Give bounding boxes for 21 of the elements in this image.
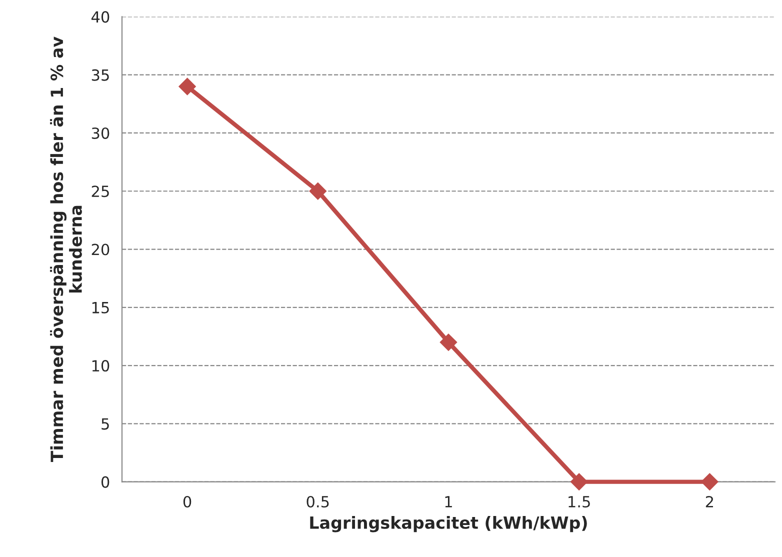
y-tick-label: 40 [91,11,110,23]
x-tick-label: 1.5 [568,496,590,508]
y-tick-label: 20 [92,244,110,256]
point [570,473,588,490]
x-tick-label: 2 [706,496,713,508]
x-tick-label: 1 [445,496,452,508]
y-axis-title: Timmar med överspänning hos fler än 1 % av kunderna [50,36,82,462]
y-tick-label: 15 [92,302,109,314]
y-tick-label: 30 [92,127,110,140]
y-tick-label: 0 [101,476,110,488]
point [701,473,718,490]
y-tick-label: 35 [92,69,109,81]
point [309,182,326,200]
y-tick-label: 10 [92,360,110,372]
x-tick-label: 0.5 [306,496,329,508]
y-tick-label: 5 [102,418,109,430]
point [178,78,196,96]
x-axis-title: Lagringskapacitet (kWh/kWp) [310,516,587,532]
x-tick-label: 0 [183,496,192,508]
point [440,334,458,351]
y-tick-label: 25 [92,186,109,198]
